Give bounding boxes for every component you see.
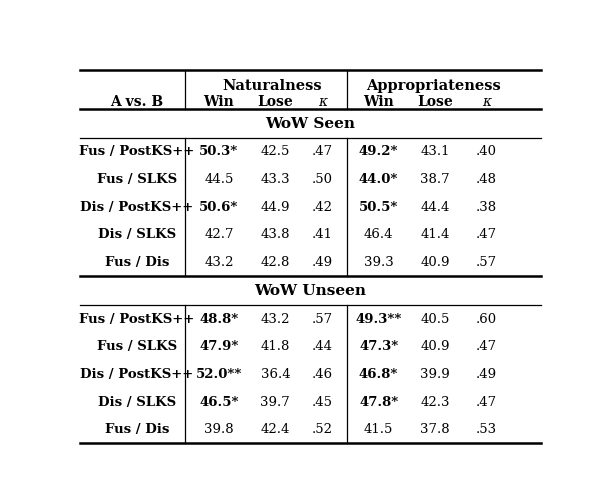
Text: .49: .49 — [476, 368, 498, 381]
Text: 47.9*: 47.9* — [199, 340, 239, 353]
Text: Win: Win — [204, 95, 235, 109]
Text: 41.4: 41.4 — [421, 228, 450, 242]
Text: 38.7: 38.7 — [420, 173, 450, 186]
Text: 39.9: 39.9 — [420, 368, 450, 381]
Text: .47: .47 — [476, 396, 498, 409]
Text: .53: .53 — [476, 423, 498, 436]
Text: WoW Seen: WoW Seen — [265, 117, 356, 131]
Text: Dis / PostKS++: Dis / PostKS++ — [80, 201, 193, 214]
Text: .40: .40 — [476, 146, 497, 158]
Text: 39.3: 39.3 — [364, 256, 393, 269]
Text: 42.4: 42.4 — [261, 423, 290, 436]
Text: 44.4: 44.4 — [421, 201, 450, 214]
Text: 52.0**: 52.0** — [196, 368, 242, 381]
Text: Appropriateness: Appropriateness — [366, 79, 501, 92]
Text: 42.5: 42.5 — [261, 146, 290, 158]
Text: .42: .42 — [312, 201, 333, 214]
Text: 37.8: 37.8 — [420, 423, 450, 436]
Text: 39.8: 39.8 — [204, 423, 234, 436]
Text: .48: .48 — [476, 173, 497, 186]
Text: .46: .46 — [311, 368, 333, 381]
Text: 48.8*: 48.8* — [199, 313, 239, 326]
Text: 47.8*: 47.8* — [359, 396, 398, 409]
Text: 49.2*: 49.2* — [359, 146, 398, 158]
Text: .47: .47 — [311, 146, 333, 158]
Text: 41.5: 41.5 — [364, 423, 393, 436]
Text: 42.3: 42.3 — [421, 396, 450, 409]
Text: Dis / SLKS: Dis / SLKS — [98, 396, 176, 409]
Text: Lose: Lose — [258, 95, 293, 109]
Text: 43.1: 43.1 — [421, 146, 450, 158]
Text: 44.9: 44.9 — [261, 201, 290, 214]
Text: .49: .49 — [311, 256, 333, 269]
Text: 46.4: 46.4 — [364, 228, 393, 242]
Text: Fus / Dis: Fus / Dis — [105, 423, 169, 436]
Text: .47: .47 — [476, 340, 498, 353]
Text: κ: κ — [318, 95, 327, 109]
Text: Win: Win — [364, 95, 394, 109]
Text: .57: .57 — [476, 256, 498, 269]
Text: Naturalness: Naturalness — [222, 79, 322, 92]
Text: 42.7: 42.7 — [204, 228, 234, 242]
Text: 46.8*: 46.8* — [359, 368, 398, 381]
Text: .44: .44 — [312, 340, 333, 353]
Text: 43.2: 43.2 — [204, 256, 234, 269]
Text: Fus / SLKS: Fus / SLKS — [97, 173, 177, 186]
Text: .52: .52 — [312, 423, 333, 436]
Text: 36.4: 36.4 — [261, 368, 290, 381]
Text: 44.5: 44.5 — [204, 173, 234, 186]
Text: Fus / SLKS: Fus / SLKS — [97, 340, 177, 353]
Text: Fus / PostKS++: Fus / PostKS++ — [79, 313, 195, 326]
Text: .38: .38 — [476, 201, 498, 214]
Text: 44.0*: 44.0* — [359, 173, 398, 186]
Text: .45: .45 — [312, 396, 333, 409]
Text: 40.5: 40.5 — [421, 313, 450, 326]
Text: Lose: Lose — [417, 95, 453, 109]
Text: 47.3*: 47.3* — [359, 340, 398, 353]
Text: WoW Unseen: WoW Unseen — [255, 284, 367, 299]
Text: Dis / SLKS: Dis / SLKS — [98, 228, 176, 242]
Text: Dis / PostKS++: Dis / PostKS++ — [80, 368, 193, 381]
Text: 40.9: 40.9 — [421, 256, 450, 269]
Text: .47: .47 — [476, 228, 498, 242]
Text: 43.3: 43.3 — [261, 173, 290, 186]
Text: A vs. B: A vs. B — [110, 95, 164, 109]
Text: .50: .50 — [312, 173, 333, 186]
Text: .41: .41 — [312, 228, 333, 242]
Text: 49.3**: 49.3** — [356, 313, 402, 326]
Text: 50.5*: 50.5* — [359, 201, 398, 214]
Text: Fus / Dis: Fus / Dis — [105, 256, 169, 269]
Text: 43.2: 43.2 — [261, 313, 290, 326]
Text: Fus / PostKS++: Fus / PostKS++ — [79, 146, 195, 158]
Text: 39.7: 39.7 — [261, 396, 290, 409]
Text: 41.8: 41.8 — [261, 340, 290, 353]
Text: 40.9: 40.9 — [421, 340, 450, 353]
Text: 42.8: 42.8 — [261, 256, 290, 269]
Text: 46.5*: 46.5* — [199, 396, 239, 409]
Text: 50.3*: 50.3* — [199, 146, 239, 158]
Text: 43.8: 43.8 — [261, 228, 290, 242]
Text: .57: .57 — [311, 313, 333, 326]
Text: 50.6*: 50.6* — [199, 201, 239, 214]
Text: .60: .60 — [476, 313, 498, 326]
Text: κ: κ — [482, 95, 491, 109]
